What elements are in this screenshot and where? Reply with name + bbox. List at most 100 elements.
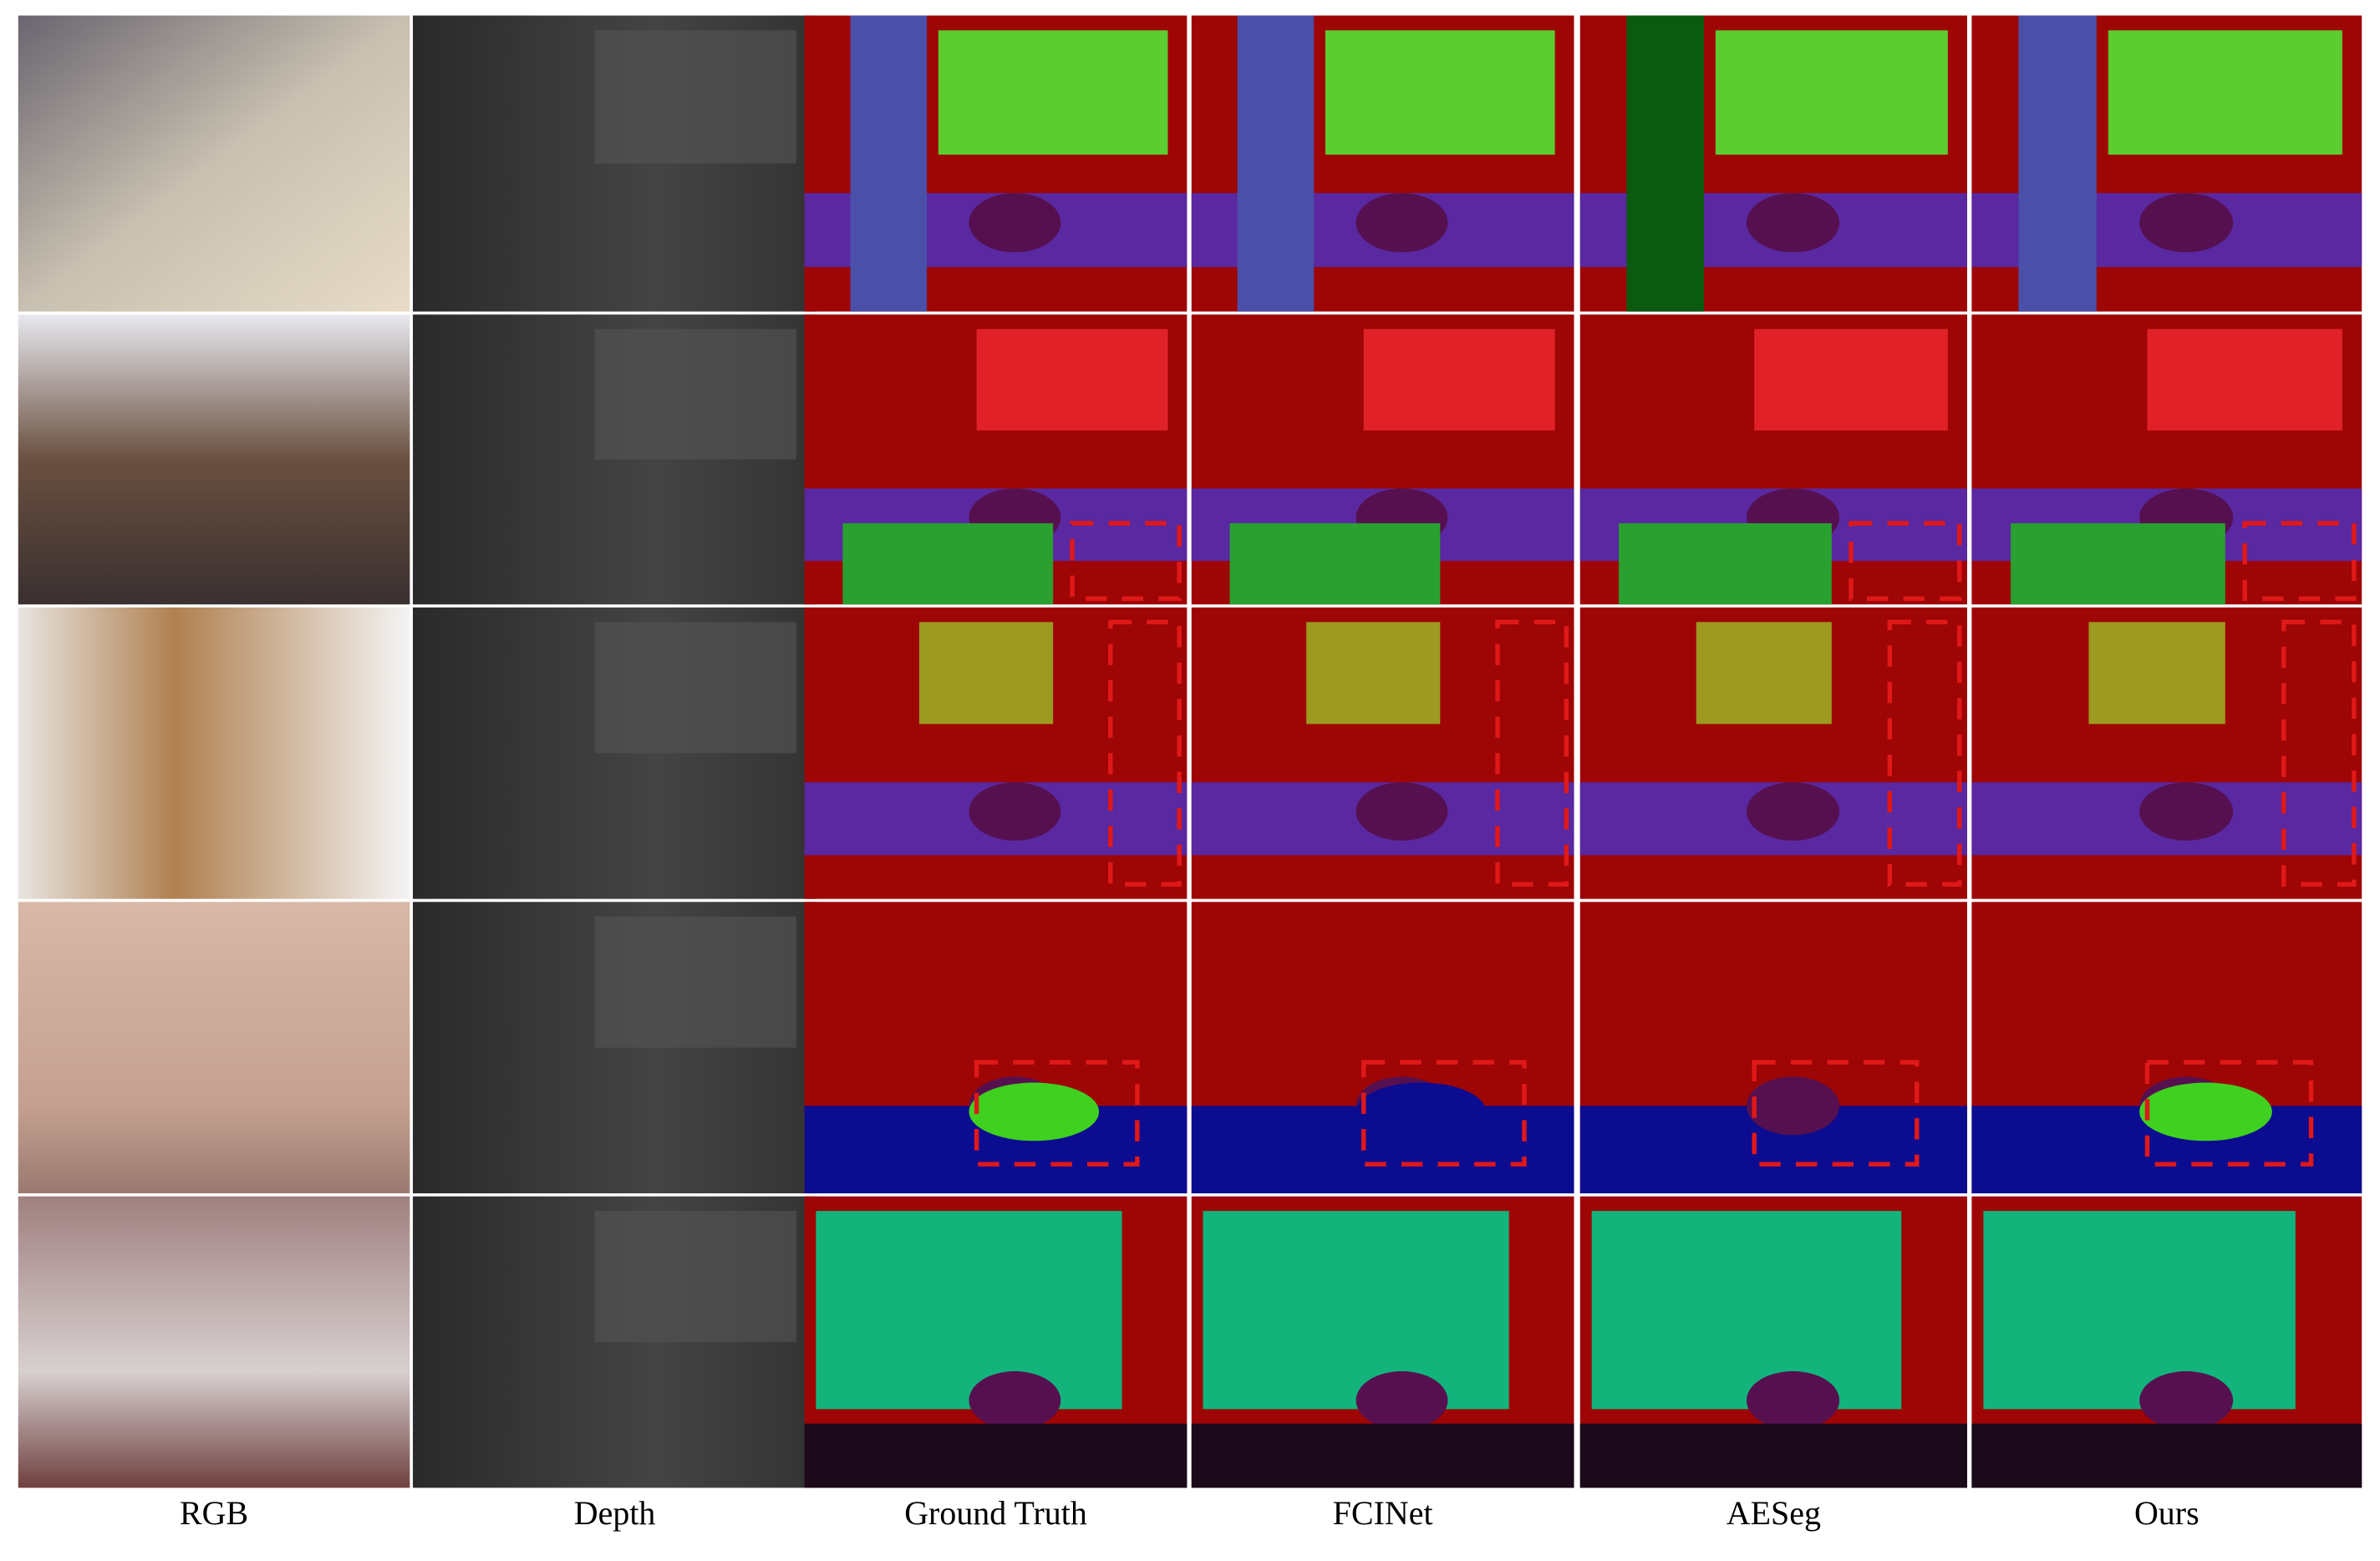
- panel: [1579, 607, 1967, 899]
- segment-object: [1746, 1076, 1840, 1136]
- panel: [804, 314, 1187, 605]
- depth-region: [594, 30, 797, 164]
- panel: [1579, 1196, 1967, 1488]
- rgb-image: [18, 314, 410, 605]
- segment-main: [2108, 30, 2342, 155]
- segment-main: [1715, 30, 1948, 155]
- segment-main: [2088, 622, 2225, 725]
- panel: [413, 607, 817, 899]
- segment-bed: [2139, 1082, 2272, 1142]
- panel: [1579, 902, 1967, 1194]
- panel: [18, 1196, 410, 1488]
- depth-region: [594, 328, 797, 460]
- segment-main: [816, 1211, 1122, 1410]
- depth-region: [594, 1211, 797, 1343]
- column-label: FCINet: [1333, 1494, 1433, 1532]
- segment-column: [1626, 15, 1705, 312]
- panel: [1971, 902, 2362, 1194]
- segment-floor-green: [842, 523, 1054, 605]
- highlight-box: [1849, 521, 1962, 602]
- segment-main: [1363, 328, 1555, 431]
- segment-bottom: [1579, 1423, 1967, 1488]
- column-label: AESeg: [1727, 1494, 1821, 1532]
- segment-main: [1983, 1211, 2296, 1410]
- panel: [413, 314, 817, 605]
- segment-main: [1325, 30, 1555, 155]
- panel: [18, 15, 410, 312]
- highlight-box: [1070, 521, 1182, 602]
- segment-bottom: [804, 1423, 1187, 1488]
- panel: [1971, 15, 2362, 312]
- panel-grid: [18, 15, 2362, 1488]
- panel: [1191, 607, 1574, 899]
- highlight-box: [974, 1060, 1140, 1167]
- segment-main: [1754, 328, 1948, 431]
- segment-object: [2139, 193, 2234, 252]
- segment-main: [918, 622, 1054, 725]
- panel: [413, 15, 817, 312]
- panel: [1971, 607, 2362, 899]
- panel: [18, 314, 410, 605]
- segment-column: [1237, 15, 1315, 312]
- segment-object: [1746, 1370, 1840, 1430]
- panel: [18, 902, 410, 1194]
- panel: [1579, 15, 1967, 312]
- segment-main: [1696, 622, 1832, 725]
- segment-main: [1591, 1211, 1902, 1410]
- panel: [804, 15, 1187, 312]
- segment-main: [2147, 328, 2342, 431]
- panel: [18, 607, 410, 899]
- segment-object: [1746, 193, 1840, 252]
- highlight-box: [1361, 1060, 1527, 1167]
- highlight-box: [2242, 521, 2357, 602]
- panel: [1191, 1196, 1574, 1488]
- column-label: RGB: [180, 1494, 248, 1532]
- highlight-box: [2144, 1060, 2314, 1167]
- segment-object: [969, 193, 1061, 252]
- highlight-box: [1495, 619, 1569, 887]
- segment-bottom: [1971, 1423, 2362, 1488]
- segment-column: [850, 15, 928, 312]
- rgb-image: [18, 1196, 410, 1488]
- rgb-image: [18, 902, 410, 1194]
- segment-object: [1746, 782, 1840, 841]
- panel: [804, 1196, 1187, 1488]
- segment-object: [969, 782, 1061, 841]
- panel: [1579, 314, 1967, 605]
- panel: [804, 607, 1187, 899]
- panel: [1191, 902, 1574, 1194]
- segment-object: [1355, 782, 1448, 841]
- segment-floor-green: [1619, 523, 1832, 605]
- segment-object: [1355, 193, 1448, 252]
- depth-region: [594, 622, 797, 754]
- depth-region: [594, 916, 797, 1048]
- column-label: Ours: [2134, 1494, 2199, 1532]
- segment-floor-green: [1229, 523, 1441, 605]
- highlight-box: [1752, 1060, 1920, 1167]
- panel: [1971, 1196, 2362, 1488]
- segment-bed: [1355, 1082, 1487, 1142]
- segment-main: [1203, 1211, 1509, 1410]
- panel: [413, 902, 817, 1194]
- column-label: Ground Truth: [904, 1494, 1087, 1532]
- highlight-box: [2281, 619, 2357, 887]
- highlight-box: [1887, 619, 1962, 887]
- panel: [413, 1196, 817, 1488]
- segment-main: [938, 30, 1168, 155]
- column-label: Depth: [574, 1494, 656, 1532]
- segment-object: [1355, 1370, 1448, 1430]
- segment-object: [2139, 782, 2234, 841]
- rgb-image: [18, 607, 410, 899]
- segment-object: [2139, 1370, 2234, 1430]
- panel: [1191, 15, 1574, 312]
- segment-main: [976, 328, 1168, 431]
- rgb-image: [18, 15, 410, 312]
- segment-main: [1306, 622, 1441, 725]
- panel: [1971, 314, 2362, 605]
- highlight-box: [1108, 619, 1182, 887]
- panel: [1191, 314, 1574, 605]
- column-labels: RGB Depth Ground Truth FCINet AESeg Ours: [180, 1494, 2199, 1532]
- panel: [804, 902, 1187, 1194]
